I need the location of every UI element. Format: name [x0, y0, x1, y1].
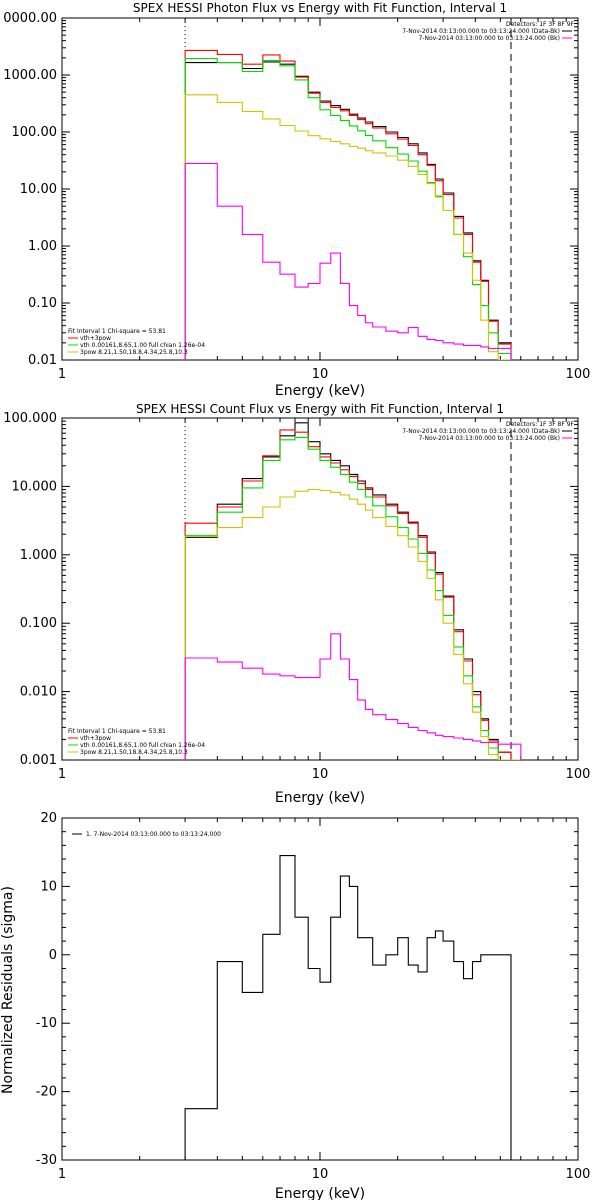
- y-tick-label: 100.000: [3, 411, 57, 426]
- legend-entry: Detectors: 1F 3F 8F 9F: [506, 421, 575, 428]
- legend-entry: vth+3pow: [80, 735, 111, 742]
- y-tick-label: 0.100: [20, 616, 57, 631]
- chart-title: SPEX HESSI Photon Flux vs Energy with Fi…: [133, 1, 507, 15]
- series-line-4: [184, 633, 522, 760]
- y-tick-label: -20: [36, 1085, 57, 1100]
- y-tick-label: 100.00: [12, 125, 58, 140]
- legend-entry: Fit Interval 1 Chi-square = 53.81: [68, 728, 166, 735]
- y-tick-label: 0: [49, 948, 57, 963]
- y-tick-label: 10: [40, 879, 57, 894]
- series-line-2: [184, 436, 522, 760]
- y-axis-title: Normalized Residuals (sigma): [0, 886, 16, 1094]
- series-line-2: [184, 57, 512, 360]
- x-tick-label: 1: [58, 1167, 66, 1182]
- legend-entry: 7-Nov-2014 03:13:00.000 to 03:13:24.000 …: [402, 428, 560, 435]
- series-line-0: [184, 855, 512, 1160]
- x-tick-label: 100: [566, 367, 591, 382]
- plot-frame: [61, 817, 579, 1161]
- y-tick-label: 10.00: [20, 182, 57, 197]
- y-tick-label: -10: [36, 1016, 57, 1031]
- legend-entry: 3pow 8.21,1.50,18.8,4.34,25.8,10.3: [80, 749, 188, 756]
- x-tick-label: 100: [566, 767, 591, 782]
- plot-area: [184, 855, 512, 1160]
- x-tick-label: 1: [58, 767, 66, 782]
- photon-flux-panel: SPEX HESSI Photon Flux vs Energy with Fi…: [3, 1, 590, 399]
- y-tick-label: 0.001: [20, 753, 57, 768]
- legend-entry: vth 0.00161,8.65,1.00 full chian 1.26e-0…: [80, 742, 205, 749]
- series-line-3: [184, 488, 522, 760]
- x-axis-title: Energy (keV): [275, 790, 365, 806]
- x-tick-label: 100: [566, 1167, 591, 1182]
- y-tick-label: 1.00: [28, 239, 57, 254]
- x-tick-label: 10: [312, 1167, 329, 1182]
- legend-entry: 7-Nov-2014 03:13:00.000 to 03:13:24.000 …: [402, 28, 560, 35]
- plot-frame: [61, 17, 579, 361]
- y-tick-label: 0.10: [28, 296, 57, 311]
- plot-frame: [61, 417, 579, 761]
- legend-entry: 1. 7-Nov-2014 03:13:00.000 to 03:13:24.0…: [86, 831, 221, 838]
- residuals-panel: 1 10 100 -30 -20 -10 0 10 20 1. 7-Nov-2014 03:13:…: [0, 811, 590, 1200]
- x-tick-label: 10: [312, 367, 329, 382]
- y-tick-label: 20: [40, 811, 57, 826]
- series-line-1: [184, 429, 522, 760]
- plot-area: [184, 418, 522, 760]
- series-line-4: [184, 162, 512, 360]
- y-tick-label: 0000.00: [3, 11, 57, 26]
- legend-entry: Fit Interval 1 Chi-square = 53.81: [68, 328, 166, 335]
- x-axis-title: Energy (keV): [275, 1186, 365, 1200]
- series-line-1: [184, 49, 512, 360]
- legend-entry: vth 0.00161,8.65,1.00 full chian 1.26e-0…: [80, 342, 205, 349]
- y-tick-label: 0.010: [20, 685, 57, 700]
- series-line-3: [184, 94, 512, 360]
- count-flux-panel: SPEX HESSI Count Flux vs Energy with Fit…: [3, 402, 590, 806]
- series-line-0: [184, 61, 512, 360]
- series-line-0: [184, 422, 522, 760]
- legend-entry: 3pow 8.21,1.50,18.8,4.34,25.8,10.3: [80, 349, 188, 356]
- legend-entry: 7-Nov-2014 03:13:00.000 to 03:13:24.000 …: [418, 435, 560, 442]
- x-axis-title: Energy (keV): [275, 383, 365, 399]
- y-tick-label: -30: [36, 1153, 57, 1168]
- y-tick-label: 0.01: [28, 353, 57, 368]
- y-tick-label: 10.000: [12, 479, 58, 494]
- legend-entry: Detectors: 1F 3F 8F 9F: [506, 21, 575, 28]
- plot-area: [184, 18, 512, 360]
- x-tick-label: 1: [58, 367, 66, 382]
- legend-entry: vth+3pow: [80, 335, 111, 342]
- y-tick-label: 1.000: [20, 548, 57, 563]
- y-tick-label: 1000.00: [3, 68, 57, 83]
- legend-entry: 7-Nov-2014 03:13:00.000 to 03:13:24.000 …: [418, 35, 560, 42]
- chart-title: SPEX HESSI Count Flux vs Energy with Fit…: [136, 402, 504, 416]
- x-tick-label: 10: [312, 767, 329, 782]
